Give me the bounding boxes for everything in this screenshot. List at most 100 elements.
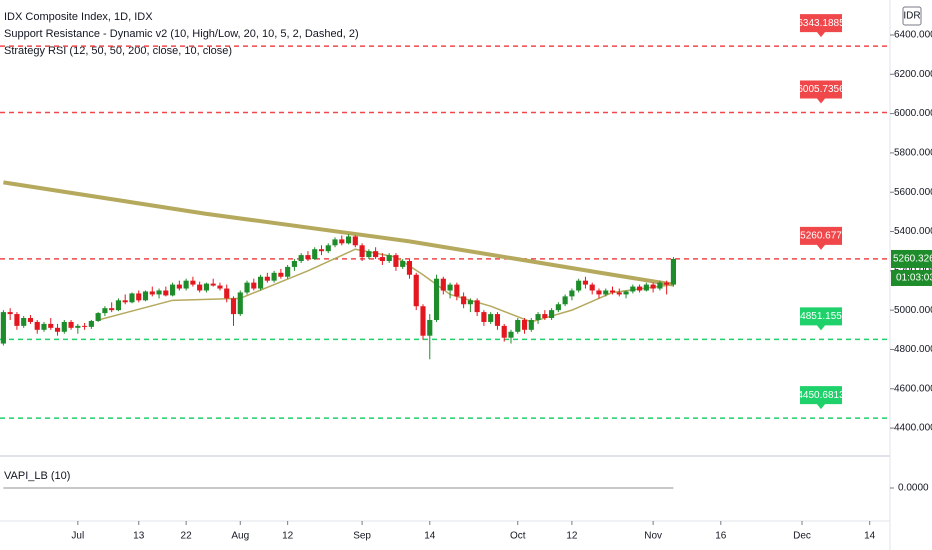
candle-body (461, 296, 467, 305)
candle-body (603, 290, 609, 295)
candle-body (630, 286, 636, 292)
x-tick-label: 14 (864, 531, 876, 542)
y-tick-label: 6400.0000 (894, 30, 932, 41)
moving-average (3, 180, 674, 287)
y-tick-label: 5000.0000 (894, 305, 932, 316)
candle-body (271, 272, 277, 281)
candle-body (183, 280, 189, 289)
candle-body (251, 282, 257, 289)
candle-body (136, 293, 142, 301)
x-tick-label: Nov (644, 531, 662, 542)
candle-body (501, 325, 507, 338)
indicator-legend: Strategy RSI (12, 50, 50, 200, close, 10… (4, 45, 232, 57)
candle-body (637, 286, 643, 291)
x-tick-label: 13 (133, 531, 145, 542)
candle-body (332, 239, 338, 246)
x-tick-label: Dec (793, 531, 811, 542)
candle-body (352, 236, 358, 246)
y-tick-label: 4800.0000 (894, 344, 932, 355)
candle-body (230, 298, 237, 315)
candle-body (122, 300, 128, 303)
candle-body (88, 320, 94, 327)
candle-body (325, 245, 331, 252)
candle-body (440, 278, 446, 291)
candle-body (27, 318, 34, 322)
candle-body (494, 314, 501, 326)
candle-body (312, 249, 318, 260)
x-tick-label: Jul (71, 531, 84, 542)
candle-body (420, 306, 426, 336)
candle-body (481, 312, 487, 322)
candle-body (14, 314, 20, 326)
candle-body (433, 278, 440, 320)
candle-body (34, 321, 40, 330)
candle-body (400, 261, 406, 267)
x-tick-label: 14 (424, 531, 436, 542)
candle-body (366, 251, 372, 258)
candle-body (285, 266, 291, 277)
candle-body (664, 282, 670, 285)
candle-body (359, 245, 365, 258)
last-price-box (891, 249, 932, 268)
y-tick-label: 5600.0000 (894, 187, 932, 198)
candle-body (264, 276, 270, 281)
candle-body (75, 325, 81, 328)
currency[interactable]: IDR (903, 11, 920, 22)
candle-body (474, 300, 480, 313)
candle-body (650, 284, 656, 289)
countdown: 01:03:03 (896, 273, 932, 284)
candle-body (562, 296, 568, 305)
candle-body (508, 331, 514, 338)
level-callout (800, 307, 842, 331)
candle-body (7, 312, 13, 315)
x-tick-label: Sep (353, 531, 371, 542)
currency-box[interactable] (902, 6, 922, 26)
x-tick-label: 22 (181, 531, 193, 542)
level-label: 6343.1885 (797, 18, 845, 29)
y-tick-label: 4600.0000 (894, 383, 932, 394)
x-tick-label: 12 (282, 531, 294, 542)
candle-body (61, 321, 67, 332)
level-label: 5260.677 (800, 231, 842, 242)
candle-body (176, 284, 182, 289)
x-tick-label: Aug (231, 531, 249, 542)
candle-body (237, 292, 243, 315)
candle-body (82, 325, 88, 327)
level-callout (800, 14, 842, 38)
candle-body (318, 249, 325, 252)
candle-body (345, 236, 352, 244)
candle-body (589, 284, 595, 291)
candle-body (393, 255, 399, 267)
y-tick-label: 5800.0000 (894, 148, 932, 159)
candle-body (657, 282, 663, 289)
level-callout (800, 226, 842, 250)
candle-body (156, 290, 162, 295)
candle-body (582, 280, 589, 285)
candle-body (197, 284, 203, 291)
level-callout (800, 386, 842, 410)
level-callout (800, 80, 842, 104)
x-tick-label: 16 (715, 531, 727, 542)
candle-body (379, 257, 385, 262)
candle-body (95, 313, 101, 321)
y-tick-label: 6200.0000 (894, 69, 932, 80)
candle-body (54, 327, 61, 332)
candle-body (413, 274, 419, 307)
candle-body (427, 319, 433, 336)
x-tick-label: Oct (510, 531, 526, 542)
candle-body (406, 261, 413, 275)
candle-body (569, 290, 575, 297)
candle-body (555, 304, 561, 311)
candle-body (163, 290, 169, 296)
level-label: 4851.155 (800, 311, 842, 322)
candle-body (217, 285, 223, 289)
candle-body (305, 255, 311, 260)
candle-body (149, 291, 155, 295)
candle-body (339, 239, 345, 244)
candle-body (609, 290, 616, 293)
candle-body (521, 319, 528, 330)
candle-body (488, 314, 494, 322)
indicator-tick-label: 0.0000 (898, 483, 929, 494)
